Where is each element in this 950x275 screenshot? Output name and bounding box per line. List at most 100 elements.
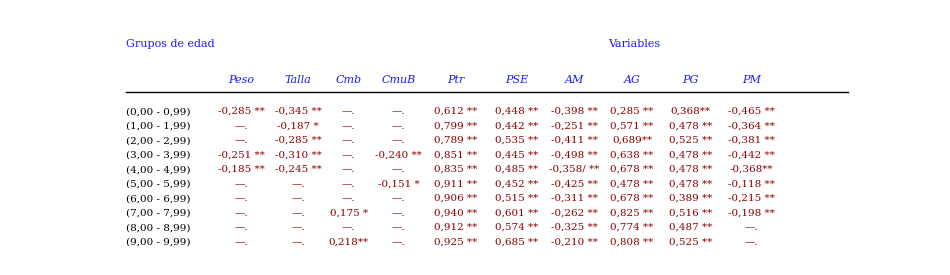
Text: (4,00 - 4,99): (4,00 - 4,99)	[126, 165, 191, 174]
Text: (0,00 - 0,99): (0,00 - 0,99)	[126, 107, 191, 116]
Text: -0,364 **: -0,364 **	[728, 122, 774, 131]
Text: -0,151 *: -0,151 *	[378, 180, 419, 189]
Text: 0,774 **: 0,774 **	[610, 223, 654, 232]
Text: 0,487 **: 0,487 **	[669, 223, 712, 232]
Text: —.: —.	[391, 223, 406, 232]
Text: Cmb: Cmb	[335, 75, 362, 85]
Text: (7,00 - 7,99): (7,00 - 7,99)	[126, 209, 191, 218]
Text: -0,187 *: -0,187 *	[277, 122, 319, 131]
Text: 0,911 **: 0,911 **	[434, 180, 477, 189]
Text: 0,525 **: 0,525 **	[669, 238, 712, 247]
Text: 0,485 **: 0,485 **	[495, 165, 538, 174]
Text: —.: —.	[342, 165, 355, 174]
Text: —.: —.	[342, 151, 355, 160]
Text: -0,325 **: -0,325 **	[551, 223, 598, 232]
Text: 0,478 **: 0,478 **	[669, 151, 712, 160]
Text: 0,851 **: 0,851 **	[434, 151, 477, 160]
Text: -0,358/ **: -0,358/ **	[549, 165, 599, 174]
Text: —.: —.	[342, 194, 355, 203]
Text: 0,612 **: 0,612 **	[434, 107, 477, 116]
Text: —.: —.	[342, 122, 355, 131]
Text: (6,00 - 6,99): (6,00 - 6,99)	[126, 194, 191, 203]
Text: 0,689**: 0,689**	[612, 136, 652, 145]
Text: —.: —.	[391, 238, 406, 247]
Text: —.: —.	[234, 209, 248, 218]
Text: -0,311 **: -0,311 **	[551, 194, 598, 203]
Text: 0,389 **: 0,389 **	[669, 194, 712, 203]
Text: 0,825 **: 0,825 **	[610, 209, 654, 218]
Text: 0,478 **: 0,478 **	[610, 180, 654, 189]
Text: -0,411 **: -0,411 **	[551, 136, 598, 145]
Text: —.: —.	[342, 136, 355, 145]
Text: -0,345 **: -0,345 **	[275, 107, 321, 116]
Text: —.: —.	[391, 136, 406, 145]
Text: —.: —.	[391, 165, 406, 174]
Text: —.: —.	[234, 238, 248, 247]
Text: 0,601 **: 0,601 **	[495, 209, 538, 218]
Text: -0,398 **: -0,398 **	[551, 107, 598, 116]
Text: (9,00 - 9,99): (9,00 - 9,99)	[126, 238, 191, 247]
Text: Variables: Variables	[608, 39, 660, 49]
Text: —.: —.	[391, 209, 406, 218]
Text: -0,210 **: -0,210 **	[551, 238, 598, 247]
Text: —.: —.	[391, 107, 406, 116]
Text: -0,310 **: -0,310 **	[275, 151, 321, 160]
Text: 0,808 **: 0,808 **	[610, 238, 654, 247]
Text: 0,478 **: 0,478 **	[669, 122, 712, 131]
Text: —.: —.	[234, 136, 248, 145]
Text: -0,118 **: -0,118 **	[728, 180, 774, 189]
Text: 0,452 **: 0,452 **	[495, 180, 538, 189]
Text: 0,940 **: 0,940 **	[434, 209, 477, 218]
Text: —.: —.	[745, 223, 758, 232]
Text: -0,251 **: -0,251 **	[551, 122, 598, 131]
Text: Grupos de edad: Grupos de edad	[126, 39, 215, 49]
Text: 0,835 **: 0,835 **	[434, 165, 477, 174]
Text: —.: —.	[342, 180, 355, 189]
Text: -0,185 **: -0,185 **	[218, 165, 264, 174]
Text: PSE: PSE	[504, 75, 528, 85]
Text: 0,448 **: 0,448 **	[495, 107, 538, 116]
Text: 0,535 **: 0,535 **	[495, 136, 538, 145]
Text: 0,574 **: 0,574 **	[495, 223, 538, 232]
Text: -0,215 **: -0,215 **	[728, 194, 774, 203]
Text: 0,516 **: 0,516 **	[669, 209, 712, 218]
Text: CmuB: CmuB	[381, 75, 416, 85]
Text: 0,478 **: 0,478 **	[669, 165, 712, 174]
Text: -0,442 **: -0,442 **	[728, 151, 774, 160]
Text: (1,00 - 1,99): (1,00 - 1,99)	[126, 122, 191, 131]
Text: 0,571 **: 0,571 **	[610, 122, 654, 131]
Text: —.: —.	[391, 122, 406, 131]
Text: 0,285 **: 0,285 **	[610, 107, 654, 116]
Text: —.: —.	[342, 107, 355, 116]
Text: 0,515 **: 0,515 **	[495, 194, 538, 203]
Text: 0,925 **: 0,925 **	[434, 238, 477, 247]
Text: 0,445 **: 0,445 **	[495, 151, 538, 160]
Text: -0,425 **: -0,425 **	[551, 180, 598, 189]
Text: -0,198 **: -0,198 **	[728, 209, 774, 218]
Text: —.: —.	[292, 180, 305, 189]
Text: Peso: Peso	[228, 75, 254, 85]
Text: —.: —.	[234, 180, 248, 189]
Text: 0,442 **: 0,442 **	[495, 122, 538, 131]
Text: —.: —.	[234, 223, 248, 232]
Text: Talla: Talla	[285, 75, 312, 85]
Text: 0,678 **: 0,678 **	[610, 165, 654, 174]
Text: —.: —.	[292, 194, 305, 203]
Text: 0,685 **: 0,685 **	[495, 238, 538, 247]
Text: 0,912 **: 0,912 **	[434, 223, 477, 232]
Text: 0,906 **: 0,906 **	[434, 194, 477, 203]
Text: (8,00 - 8,99): (8,00 - 8,99)	[126, 223, 191, 232]
Text: —.: —.	[292, 238, 305, 247]
Text: -0,498 **: -0,498 **	[551, 151, 598, 160]
Text: (2,00 - 2,99): (2,00 - 2,99)	[126, 136, 191, 145]
Text: —.: —.	[391, 194, 406, 203]
Text: 0,478 **: 0,478 **	[669, 180, 712, 189]
Text: -0,381 **: -0,381 **	[728, 136, 774, 145]
Text: (3,00 - 3,99): (3,00 - 3,99)	[126, 151, 191, 160]
Text: -0,251 **: -0,251 **	[218, 151, 264, 160]
Text: —.: —.	[234, 194, 248, 203]
Text: -0,285 **: -0,285 **	[218, 107, 264, 116]
Text: Ptr: Ptr	[446, 75, 465, 85]
Text: (5,00 - 5,99): (5,00 - 5,99)	[126, 180, 191, 189]
Text: —.: —.	[745, 238, 758, 247]
